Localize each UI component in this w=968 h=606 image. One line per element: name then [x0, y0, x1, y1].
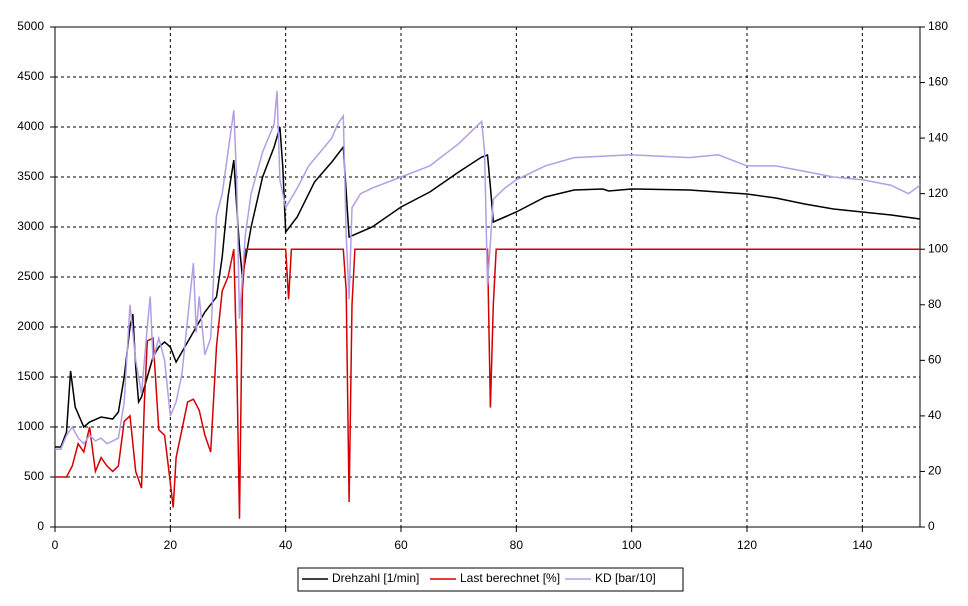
- y2-tick-label: 140: [928, 130, 948, 144]
- legend: [297, 567, 684, 592]
- x-tick-label: 20: [164, 538, 178, 552]
- legend-label: Drehzahl [1/min]: [332, 571, 419, 585]
- x-tick-label: 40: [279, 538, 293, 552]
- y-tick-label: 5000: [17, 19, 44, 33]
- x-tick-label: 120: [737, 538, 757, 552]
- y2-tick-label: 120: [928, 186, 948, 200]
- series-line: [55, 248, 920, 519]
- y2-tick-label: 180: [928, 19, 948, 33]
- x-tick-label: 0: [52, 538, 59, 552]
- y-tick-label: 1500: [17, 369, 44, 383]
- x-tick-label: 80: [510, 538, 524, 552]
- y2-tick-label: 40: [928, 408, 942, 422]
- legend-label: Last berechnet [%]: [460, 571, 560, 585]
- series-line: [55, 90, 921, 450]
- y-tick-label: 2500: [17, 269, 44, 283]
- y-tick-label: 500: [24, 469, 44, 483]
- series-line: [55, 126, 921, 448]
- x-tick-label: 140: [852, 538, 872, 552]
- y-tick-label: 3500: [17, 169, 44, 183]
- y2-tick-label: 160: [928, 75, 948, 89]
- x-tick-label: 100: [622, 538, 642, 552]
- y-tick-label: 4000: [17, 119, 44, 133]
- y2-tick-label: 100: [928, 241, 948, 255]
- y-tick-label: 2000: [17, 319, 44, 333]
- y2-tick-label: 0: [928, 519, 935, 533]
- y-tick-label: 1000: [17, 419, 44, 433]
- y2-tick-label: 20: [928, 464, 942, 478]
- x-tick-label: 60: [394, 538, 408, 552]
- y-tick-label: 3000: [17, 219, 44, 233]
- y-tick-label: 0: [37, 519, 44, 533]
- y2-tick-label: 80: [928, 297, 942, 311]
- y-tick-label: 4500: [17, 69, 44, 83]
- legend-label: KD [bar/10]: [595, 571, 656, 585]
- y2-tick-label: 60: [928, 353, 942, 367]
